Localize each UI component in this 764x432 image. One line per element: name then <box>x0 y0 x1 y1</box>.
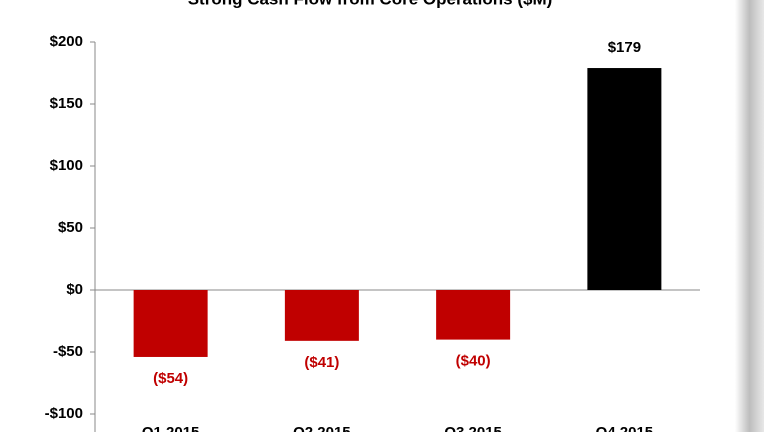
value-label: ($41) <box>304 354 339 371</box>
y-tick-label: -$100 <box>45 405 83 422</box>
x-tick-label: Q1 2015 <box>142 424 200 432</box>
y-tick-label: $100 <box>50 157 83 174</box>
x-tick-label: Q3 2015 <box>444 424 502 432</box>
value-label: $179 <box>608 39 641 56</box>
bar <box>133 290 208 357</box>
bar <box>587 68 662 290</box>
y-tick-label: $0 <box>66 281 83 298</box>
x-tick-label: Q2 2015 <box>293 424 351 432</box>
x-tick-label: Q4 2015 <box>596 424 654 432</box>
y-tick-label: -$50 <box>53 343 83 360</box>
value-label: ($54) <box>153 370 188 387</box>
value-label: ($40) <box>456 353 491 370</box>
panel-shadow <box>735 0 764 432</box>
chart-title: Strong Cash Flow from Core Operations ($… <box>188 0 553 8</box>
y-tick-label: $150 <box>50 95 83 112</box>
bar <box>284 290 359 341</box>
y-tick-label: $200 <box>50 33 83 50</box>
bar <box>436 290 511 340</box>
y-tick-label: $50 <box>58 219 83 236</box>
